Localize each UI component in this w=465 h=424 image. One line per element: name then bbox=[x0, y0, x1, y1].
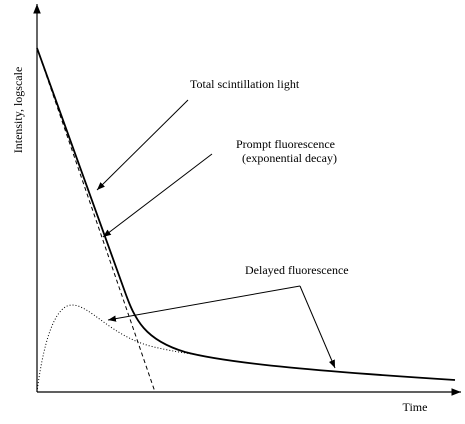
x-axis-label: Time bbox=[403, 400, 428, 414]
arrow bbox=[107, 285, 301, 322]
prompt-curve bbox=[36, 47, 156, 393]
annotation: Delayed fluorescence bbox=[245, 263, 349, 277]
annotation: (exponential decay) bbox=[242, 151, 337, 165]
arrow bbox=[102, 153, 213, 238]
annotation: Total scintillation light bbox=[190, 77, 300, 91]
annotation: Prompt fluorescence bbox=[236, 137, 335, 151]
y-axis-label: Intensity, logscale bbox=[11, 67, 25, 154]
arrow bbox=[299, 285, 336, 369]
total-curve bbox=[36, 47, 456, 381]
arrow bbox=[96, 99, 189, 191]
